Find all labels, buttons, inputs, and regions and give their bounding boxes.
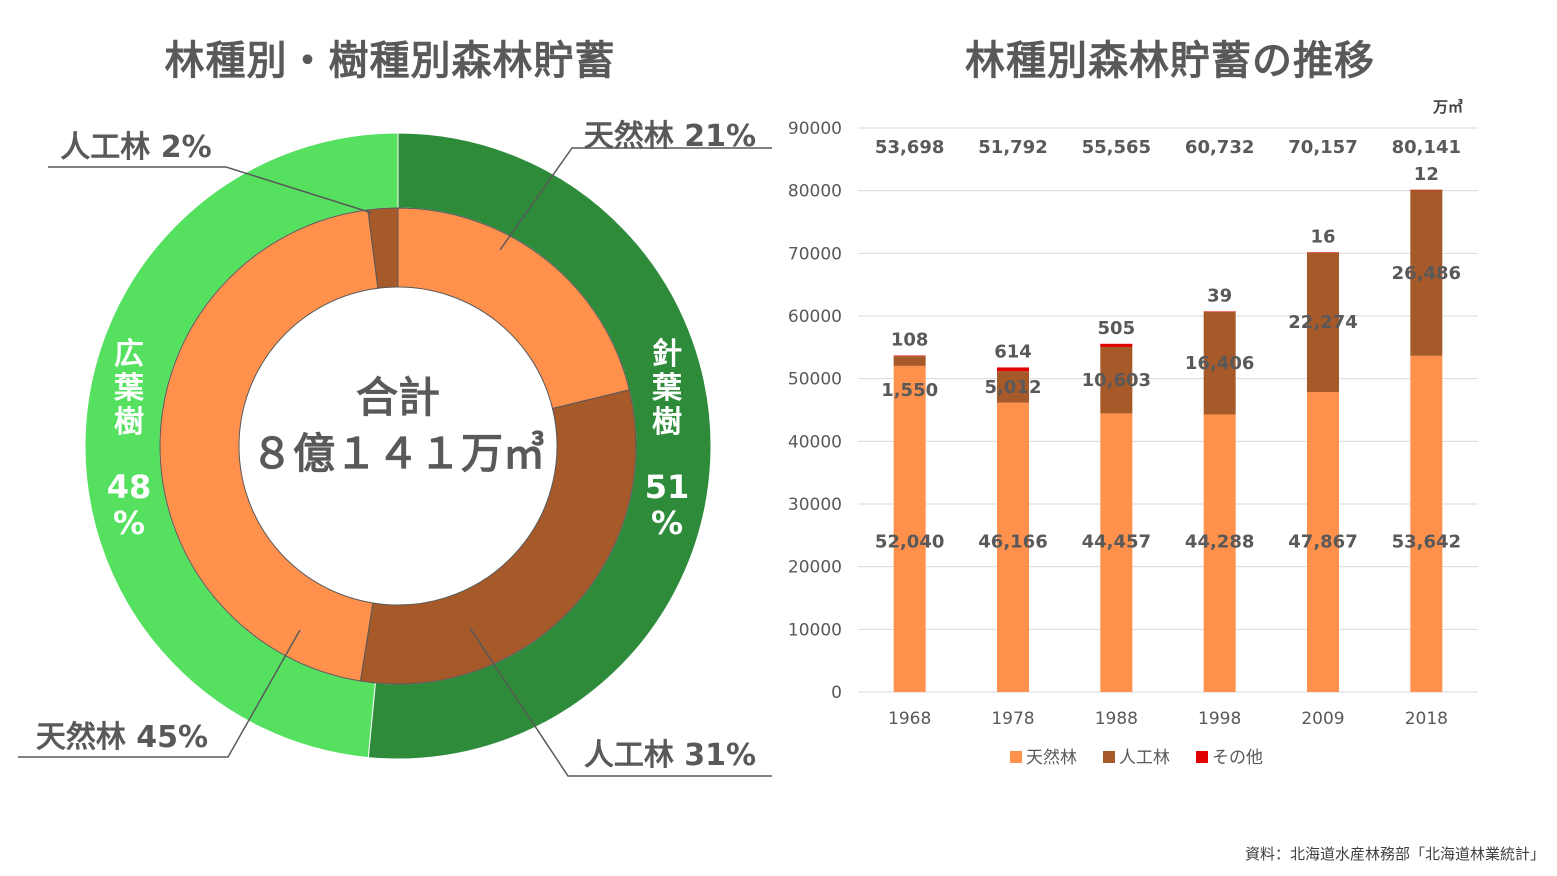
center-label-total: ８億１４１万㎥ bbox=[251, 429, 545, 478]
total-label: 60,732 bbox=[1185, 137, 1254, 158]
data-label-natural: 53,642 bbox=[1392, 532, 1461, 553]
data-label-planted: 26,486 bbox=[1392, 263, 1461, 284]
leader-line-3 bbox=[18, 629, 301, 758]
data-label-natural: 44,288 bbox=[1185, 532, 1254, 553]
inner-slice-2 bbox=[359, 389, 637, 685]
y-tick-label: 60000 bbox=[788, 307, 842, 327]
legend-label-1: 天然林 bbox=[1026, 748, 1077, 768]
donut-chart-title: 林種別・樹種別森林貯蓄 bbox=[164, 38, 616, 84]
y-tick-label: 30000 bbox=[788, 495, 842, 515]
data-label-natural: 46,166 bbox=[978, 532, 1047, 553]
bar-天然林-1998 bbox=[1203, 414, 1236, 692]
data-label-planted: 1,550 bbox=[881, 380, 938, 401]
bar-chart-title: 林種別森林貯蓄の推移 bbox=[965, 38, 1375, 84]
bar-人工林-2018 bbox=[1410, 189, 1443, 356]
bar-その他-2018 bbox=[1410, 189, 1443, 191]
bar-天然林-2018 bbox=[1410, 355, 1443, 692]
total-label: 70,157 bbox=[1288, 137, 1357, 158]
y-tick-label: 90000 bbox=[788, 119, 842, 139]
inner-slice-3 bbox=[159, 209, 379, 682]
bar-天然林-1968 bbox=[893, 365, 926, 692]
outer-label-2-percent-sign: % bbox=[113, 504, 145, 542]
inner-slice-label-2: 人工林 31% bbox=[584, 738, 756, 773]
outer-label-2-percent: 48 bbox=[107, 468, 152, 506]
legend-swatch-1 bbox=[1010, 751, 1022, 763]
outer-label-1-name-char: 樹 bbox=[652, 405, 682, 440]
data-label-other: 16 bbox=[1310, 226, 1335, 247]
data-label-planted: 16,406 bbox=[1185, 353, 1254, 374]
y-tick-label: 50000 bbox=[788, 370, 842, 390]
bar-人工林-1968 bbox=[893, 356, 926, 366]
y-tick-label: 80000 bbox=[788, 182, 842, 202]
total-label: 51,792 bbox=[978, 137, 1047, 158]
data-label-planted: 10,603 bbox=[1082, 370, 1151, 391]
y-tick-label: 40000 bbox=[788, 432, 842, 452]
bar-人工林-1978 bbox=[997, 371, 1029, 403]
total-label: 53,698 bbox=[875, 137, 944, 158]
legend-label-3: その他 bbox=[1212, 748, 1263, 768]
outer-label-2-name-char: 樹 bbox=[114, 405, 144, 440]
x-tick-label: 1968 bbox=[888, 709, 931, 729]
x-tick-label: 2018 bbox=[1405, 709, 1448, 729]
inner-slice-label-3: 天然林 45% bbox=[36, 720, 208, 755]
y-tick-label: 20000 bbox=[788, 558, 842, 578]
inner-slice-4 bbox=[367, 207, 399, 289]
leader-line-4 bbox=[48, 166, 373, 214]
legend-label-2: 人工林 bbox=[1119, 748, 1170, 768]
bar-人工林-1988 bbox=[1100, 346, 1133, 414]
data-label-other: 108 bbox=[891, 329, 929, 350]
bar-人工林-1998 bbox=[1203, 311, 1236, 415]
bar-天然林-1988 bbox=[1100, 413, 1133, 692]
x-tick-label: 1978 bbox=[991, 709, 1034, 729]
data-label-planted: 22,274 bbox=[1288, 312, 1357, 333]
x-tick-label: 2009 bbox=[1301, 709, 1344, 729]
bar-その他-1978 bbox=[997, 367, 1029, 372]
total-label: 55,565 bbox=[1082, 137, 1151, 158]
data-label-natural: 47,867 bbox=[1288, 532, 1357, 553]
y-tick-label: 70000 bbox=[788, 244, 842, 264]
outer-label-2-name-char: 広 bbox=[114, 337, 144, 372]
leader-line-2 bbox=[469, 627, 772, 777]
outer-label-1-name-char: 針 bbox=[652, 337, 682, 372]
y-tick-label: 10000 bbox=[788, 620, 842, 640]
y-tick-label: 0 bbox=[831, 683, 842, 703]
bar-天然林-1978 bbox=[997, 402, 1029, 692]
data-label-other: 39 bbox=[1207, 285, 1232, 306]
bar-その他-1988 bbox=[1100, 343, 1133, 347]
data-label-other: 614 bbox=[994, 341, 1032, 362]
outer-label-1-percent: 51 bbox=[645, 468, 690, 506]
outer-label-1-percent-sign: % bbox=[651, 504, 683, 542]
source-note: 資料：北海道水産林務部「北海道林業統計」 bbox=[1244, 845, 1545, 863]
y-unit-label: 万㎥ bbox=[1432, 98, 1463, 116]
inner-slice-label-1: 天然林 21% bbox=[584, 119, 756, 154]
data-label-other: 505 bbox=[1098, 318, 1136, 339]
bar-その他-1968 bbox=[893, 355, 926, 357]
legend-swatch-3 bbox=[1196, 751, 1208, 763]
x-tick-label: 1998 bbox=[1198, 709, 1241, 729]
data-label-other: 12 bbox=[1414, 164, 1439, 185]
bar-人工林-2009 bbox=[1307, 252, 1339, 393]
bar-天然林-2009 bbox=[1307, 392, 1339, 692]
outer-label-2-name-char: 葉 bbox=[113, 371, 145, 406]
x-tick-label: 1988 bbox=[1095, 709, 1138, 729]
leader-line-1 bbox=[499, 147, 772, 251]
legend-swatch-2 bbox=[1103, 751, 1115, 763]
center-label-title: 合計 bbox=[356, 373, 440, 422]
outer-label-1-name-char: 葉 bbox=[651, 371, 683, 406]
bar-その他-1998 bbox=[1203, 311, 1236, 312]
total-label: 80,141 bbox=[1392, 137, 1461, 158]
data-label-natural: 44,457 bbox=[1082, 532, 1151, 553]
data-label-planted: 5,012 bbox=[985, 377, 1042, 398]
bar-その他-2009 bbox=[1307, 252, 1339, 253]
inner-slice-label-4: 人工林 2% bbox=[60, 130, 211, 165]
data-label-natural: 52,040 bbox=[875, 532, 944, 553]
